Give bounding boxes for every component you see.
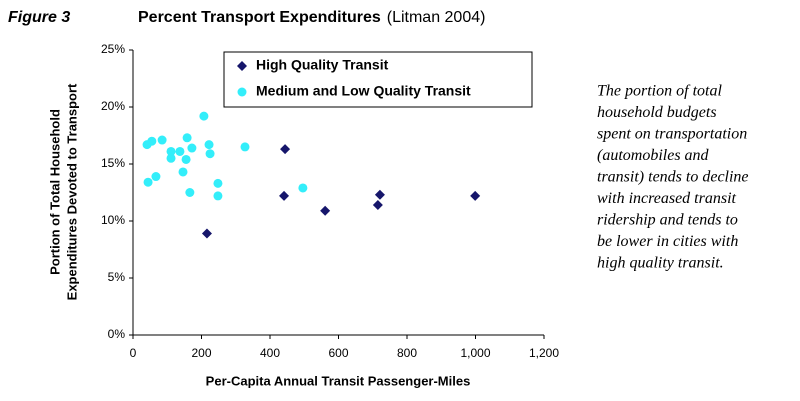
chart-subtitle: (Litman 2004) — [387, 9, 486, 26]
x-tick-label: 200 — [191, 346, 211, 360]
point — [166, 146, 176, 156]
caption-line: (automobiles and — [597, 147, 710, 164]
point — [187, 143, 197, 153]
point — [280, 144, 291, 155]
caption-line: with increased transit — [597, 190, 737, 207]
legend-label: High Quality Transit — [256, 57, 389, 73]
point — [240, 142, 250, 152]
point — [298, 183, 308, 193]
point — [372, 200, 383, 211]
point — [204, 140, 214, 150]
point — [213, 191, 223, 201]
point — [320, 205, 331, 216]
x-tick-label: 600 — [328, 346, 348, 360]
y-tick-label: 5% — [108, 270, 126, 284]
point — [470, 190, 481, 201]
point — [201, 228, 212, 239]
point — [151, 172, 161, 182]
point — [157, 135, 167, 145]
point — [199, 111, 209, 121]
x-tick-label: 400 — [260, 346, 280, 360]
point — [147, 136, 157, 146]
y-tick-label: 0% — [108, 327, 126, 341]
point — [205, 149, 215, 159]
legend-label: Medium and Low Quality Transit — [256, 83, 471, 99]
x-tick-label: 1,200 — [529, 346, 559, 360]
caption-line: transit) tends to decline — [597, 169, 749, 186]
x-tick-label: 800 — [397, 346, 417, 360]
caption-line: be lower in cities with — [597, 233, 738, 250]
point — [374, 189, 385, 200]
point — [166, 153, 176, 163]
point — [185, 188, 195, 197]
y-tick-label: 10% — [101, 213, 125, 227]
caption-line: high quality transit. — [597, 255, 724, 272]
point — [279, 190, 290, 201]
point — [213, 178, 223, 188]
caption-line: ridership and tends to — [597, 212, 738, 229]
y-tick-label: 20% — [101, 99, 125, 113]
point — [178, 167, 188, 177]
legend-marker — [237, 87, 247, 97]
y-tick-label: 25% — [101, 42, 125, 56]
point — [181, 154, 191, 164]
x-tick-label: 0 — [130, 346, 137, 360]
y-axis-label: Expenditures Devoted to Transport — [64, 83, 79, 300]
caption-line: The portion of total — [597, 83, 722, 100]
caption-line: spent on transportation — [597, 126, 747, 143]
point — [175, 146, 185, 156]
x-tick-label: 1,000 — [460, 346, 490, 360]
y-tick-label: 15% — [101, 156, 125, 170]
y-axis-label: Portion of Total Household — [47, 109, 62, 275]
x-axis-label: Per-Capita Annual Transit Passenger-Mile… — [206, 373, 471, 388]
point — [143, 177, 153, 187]
legend-box — [223, 51, 533, 108]
figure-label: Figure 3 — [8, 9, 70, 26]
caption-line: household budgets — [597, 104, 717, 121]
chart-title: Percent Transport Expenditures — [138, 9, 381, 26]
legend-marker — [237, 61, 247, 71]
point — [182, 133, 192, 143]
